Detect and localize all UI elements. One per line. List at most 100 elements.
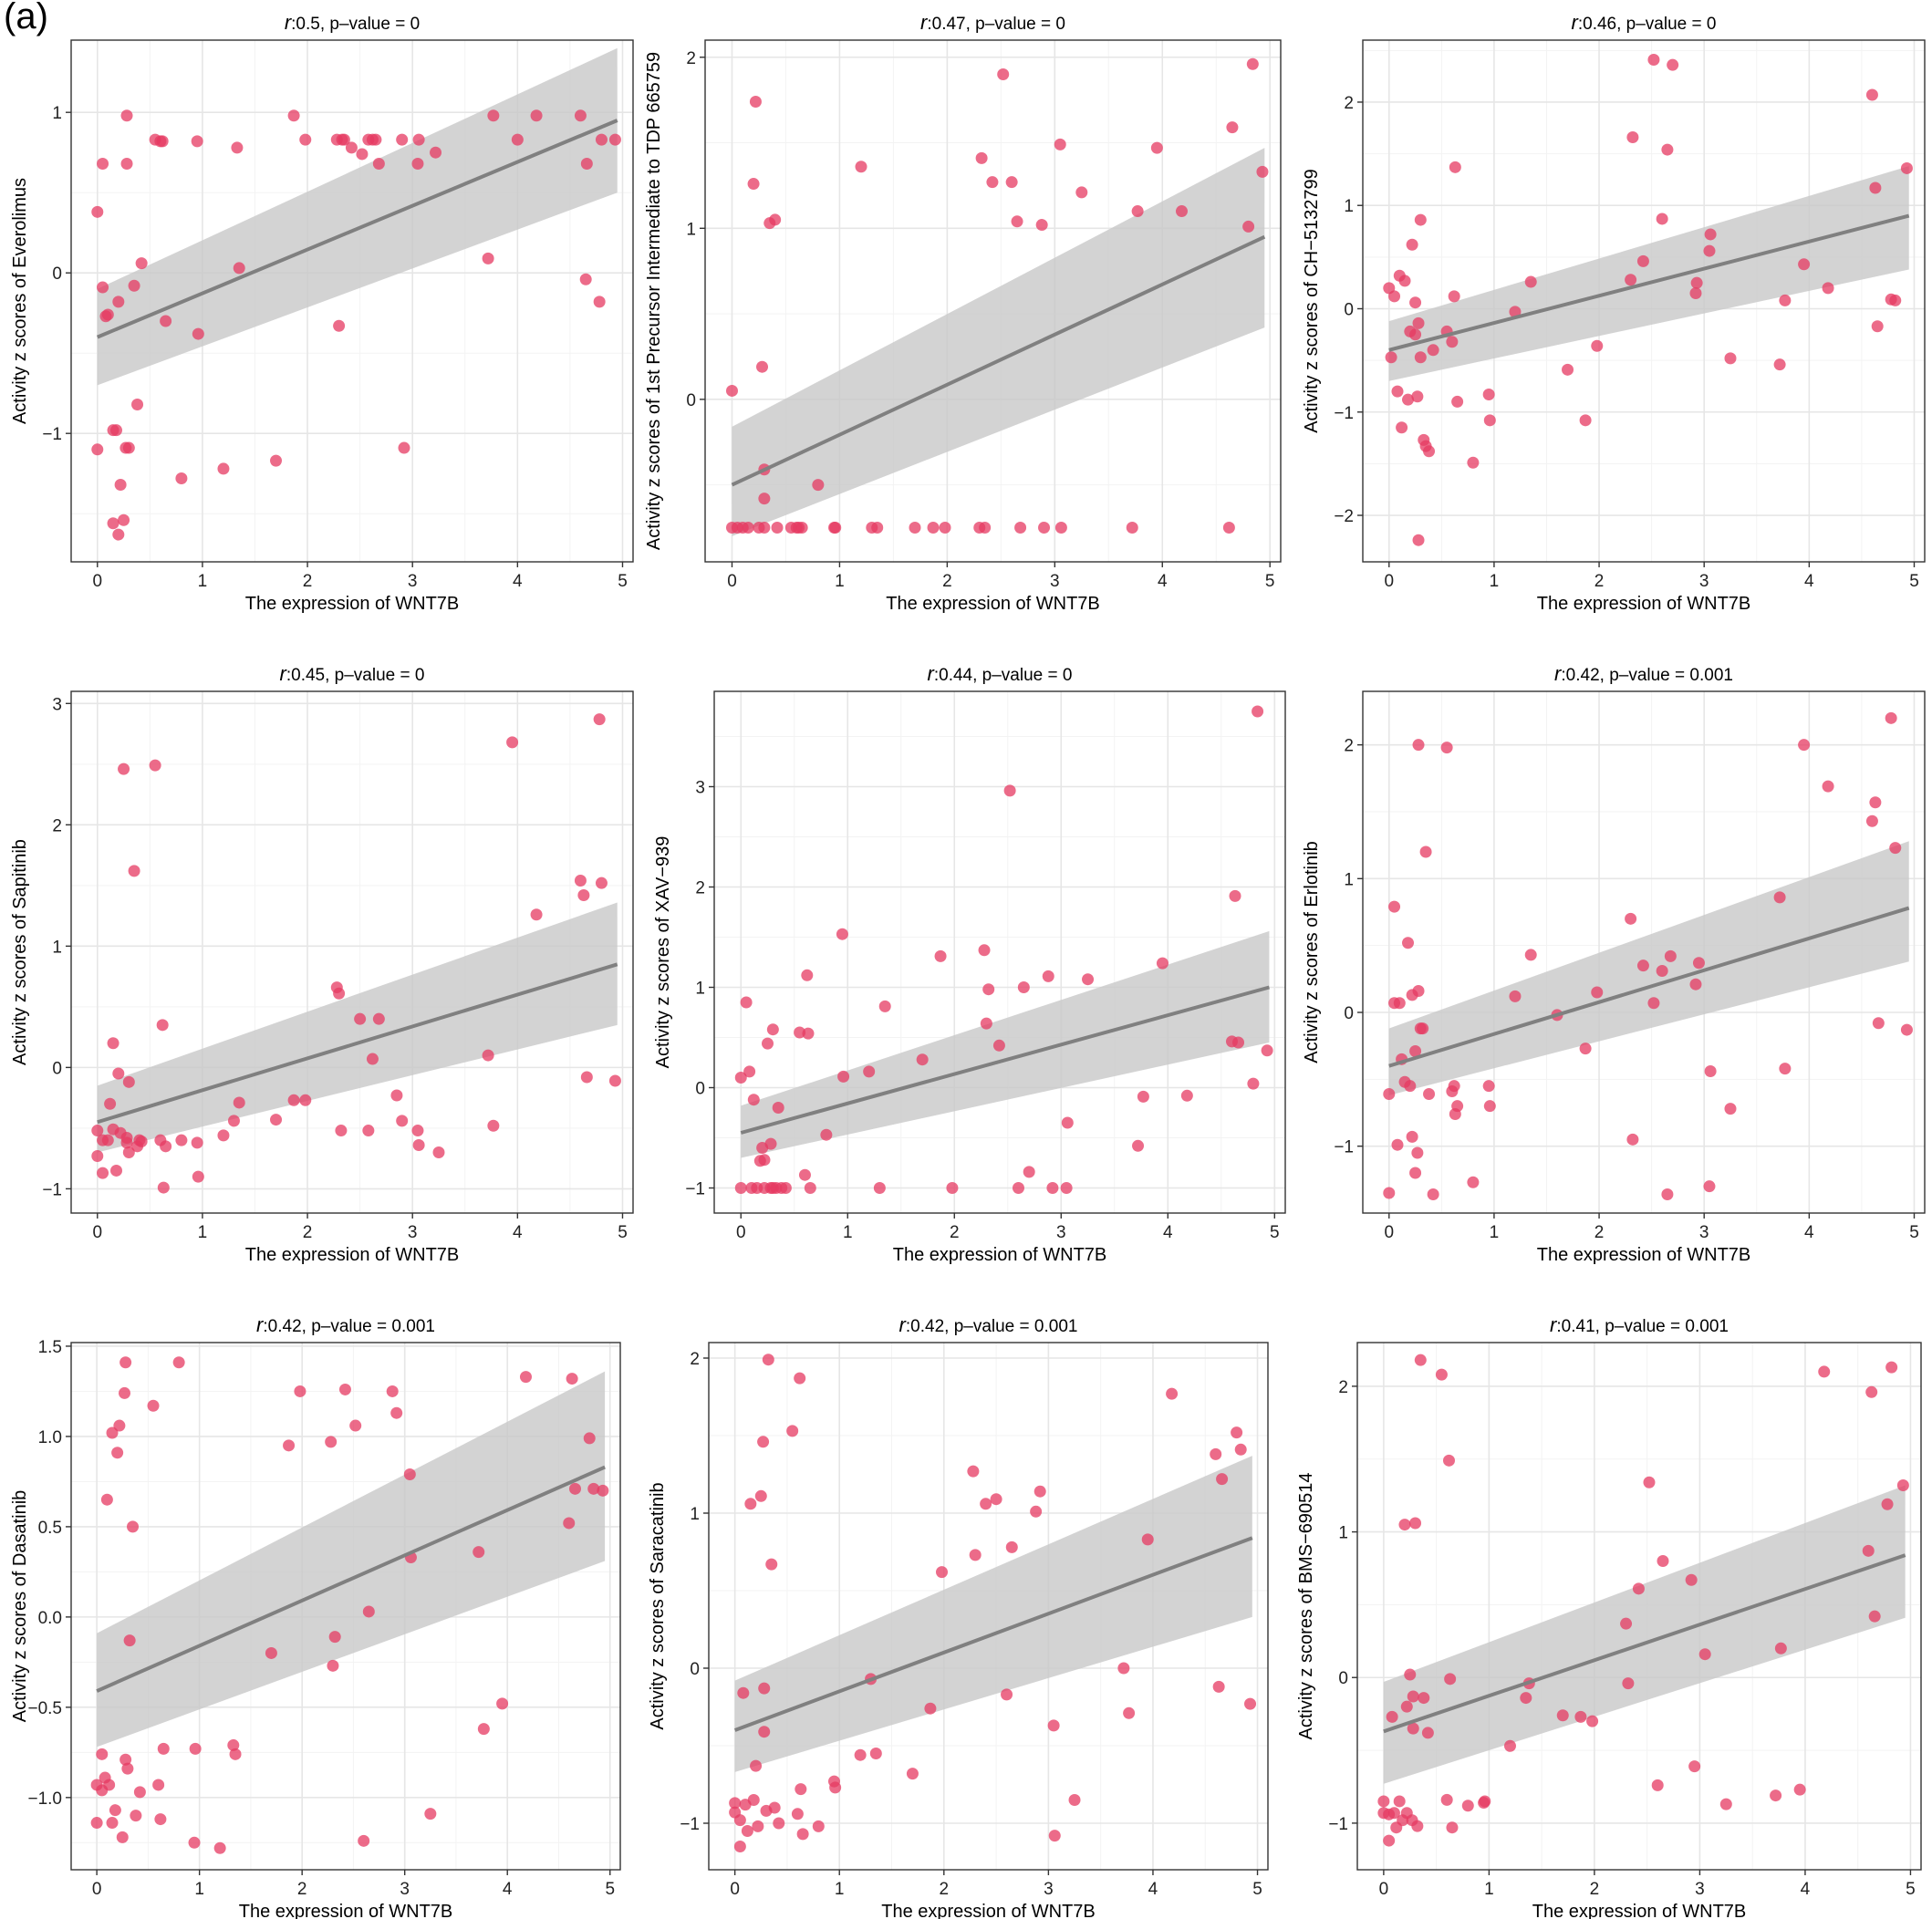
data-point: [390, 1089, 403, 1102]
data-point: [1421, 1727, 1434, 1739]
data-point: [1818, 1365, 1831, 1378]
data-point: [1054, 138, 1066, 150]
x-tick-label: 3: [1050, 572, 1060, 591]
data-point: [1126, 521, 1138, 534]
data-point: [1398, 275, 1411, 287]
chart-title-r: r: [899, 1313, 908, 1336]
data-point: [1483, 1100, 1496, 1113]
data-point: [1427, 1188, 1439, 1200]
data-point: [122, 441, 135, 454]
data-point: [327, 1659, 339, 1672]
data-point: [1427, 344, 1439, 357]
x-tick-label: 4: [513, 572, 523, 591]
data-point: [1388, 900, 1401, 913]
data-point: [1482, 389, 1495, 401]
data-point: [1234, 1443, 1247, 1456]
x-axis-label: The expression of WNT7B: [893, 1245, 1107, 1265]
data-point: [91, 443, 104, 456]
data-point: [1872, 1017, 1885, 1030]
data-point: [1774, 1642, 1787, 1654]
data-point: [294, 1385, 306, 1397]
data-point: [1005, 1540, 1018, 1553]
data-point: [906, 1768, 919, 1780]
data-point: [154, 1813, 167, 1826]
data-point: [595, 877, 608, 889]
data-point: [101, 308, 114, 321]
data-point: [97, 1167, 109, 1179]
chart-title-text: :0.45, p–value = 0: [286, 666, 425, 685]
x-tick-label: 1: [1484, 1880, 1494, 1899]
regression-line: [731, 234, 1266, 487]
data-point: [1667, 58, 1679, 71]
chart-title-text: :0.47, p–value = 0: [927, 15, 1065, 34]
y-tick-label: 0.5: [38, 1519, 62, 1538]
data-point: [1132, 1139, 1145, 1152]
data-point: [934, 949, 947, 962]
x-tick-label: 4: [1804, 572, 1814, 591]
x-axis-label: The expression of WNT7B: [1532, 1902, 1747, 1919]
data-point: [873, 1182, 886, 1194]
scatter-panel-4: 0 1 2 3 4 5 −1 0 1 2 3 The expression of WNT7B Activ…: [10, 662, 634, 1265]
data-point: [871, 521, 884, 534]
y-tick-label: −1: [42, 1180, 62, 1199]
y-tick-label: 3: [52, 695, 62, 714]
data-point: [1409, 328, 1422, 341]
data-point: [772, 1102, 784, 1114]
data-point: [191, 135, 203, 148]
data-point: [372, 158, 385, 171]
x-tick-label: 3: [1056, 1223, 1066, 1242]
y-tick-label: 1: [686, 220, 696, 239]
x-tick-label: 1: [198, 572, 208, 591]
data-point: [769, 213, 782, 226]
x-tick-label: 3: [408, 1223, 418, 1242]
data-point: [1075, 186, 1088, 199]
data-point: [1579, 1042, 1592, 1055]
data-point: [506, 736, 519, 749]
data-point: [114, 479, 127, 492]
data-point: [992, 1039, 1005, 1052]
data-point: [1166, 1387, 1179, 1400]
data-point: [1442, 1454, 1455, 1467]
data-point: [1664, 949, 1677, 962]
y-tick-label: 0: [686, 391, 696, 410]
y-tick-label: −2: [1334, 507, 1354, 526]
data-point: [1719, 1798, 1732, 1810]
x-tick-label: 3: [408, 572, 418, 591]
y-tick-label: −1.0: [27, 1789, 62, 1809]
data-point: [424, 1808, 437, 1820]
data-point: [978, 944, 991, 957]
data-point: [1419, 845, 1432, 858]
data-point: [412, 1139, 425, 1152]
data-point: [1865, 814, 1878, 827]
data-point: [1703, 1180, 1716, 1193]
chart-title: r:0.41, p–value = 0.001: [1550, 1313, 1729, 1336]
x-tick-label: 0: [92, 572, 102, 591]
data-point: [1661, 1188, 1674, 1200]
data-point: [1388, 290, 1401, 303]
y-tick-label: −1: [1328, 1815, 1348, 1834]
data-point: [213, 1841, 226, 1854]
data-point: [333, 987, 346, 1000]
plot-frame: [704, 39, 1282, 563]
data-point: [156, 1019, 169, 1032]
x-tick-label: 0: [730, 1880, 740, 1899]
data-point: [1252, 705, 1264, 718]
data-point: [358, 1834, 370, 1847]
data-point: [579, 273, 592, 285]
x-axis-label: The expression of WNT7B: [881, 1902, 1096, 1919]
data-point: [1703, 244, 1716, 257]
data-point: [566, 1373, 578, 1385]
data-point: [1411, 390, 1424, 403]
data-point: [969, 1549, 982, 1561]
x-axis-label: The expression of WNT7B: [239, 1902, 453, 1919]
data-point: [1047, 1719, 1060, 1732]
x-tick-label: 1: [1490, 572, 1500, 591]
data-point: [1871, 320, 1884, 333]
y-tick-label: 0: [690, 1660, 700, 1679]
y-axis-label: Activity z scores of Everolimus: [10, 178, 30, 424]
chart-title: r:0.46, p–value = 0: [1572, 11, 1717, 34]
data-point: [812, 479, 825, 492]
data-point: [1407, 1722, 1419, 1735]
data-point: [530, 109, 543, 122]
data-point: [1391, 385, 1404, 398]
